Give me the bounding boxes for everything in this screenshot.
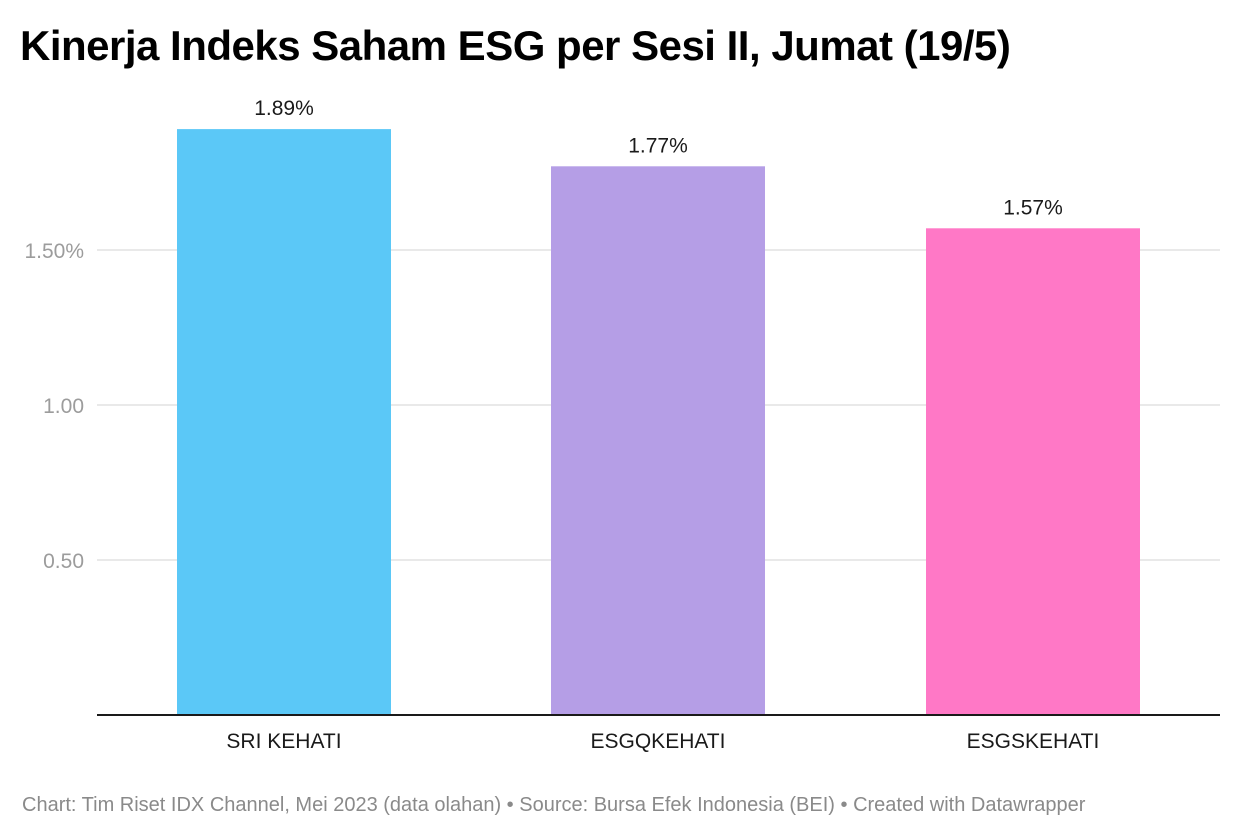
x-category-label: SRI KEHATI bbox=[226, 730, 341, 753]
y-tick-labels: 0.50 1.00 1.50% bbox=[24, 240, 84, 573]
bar-value-label: 1.89% bbox=[254, 97, 314, 120]
chart-title: Kinerja Indeks Saham ESG per Sesi II, Ju… bbox=[20, 22, 1011, 69]
x-category-label: ESGQKEHATI bbox=[591, 730, 726, 753]
bar bbox=[551, 166, 765, 716]
x-tick-labels: SRI KEHATI ESGQKEHATI ESGSKEHATI bbox=[226, 730, 1099, 753]
x-category-label: ESGSKEHATI bbox=[967, 730, 1100, 753]
y-tick-label: 1.00 bbox=[43, 395, 84, 418]
value-labels: 1.89% 1.77% 1.57% bbox=[254, 97, 1063, 219]
bar-value-label: 1.57% bbox=[1003, 196, 1063, 219]
bars bbox=[177, 129, 1140, 716]
bar bbox=[177, 129, 391, 716]
bar-value-label: 1.77% bbox=[628, 134, 688, 157]
bar bbox=[926, 228, 1140, 716]
chart-footer-credit: Chart: Tim Riset IDX Channel, Mei 2023 (… bbox=[22, 794, 1086, 816]
y-tick-label: 1.50% bbox=[24, 240, 84, 263]
y-tick-label: 0.50 bbox=[43, 550, 84, 573]
